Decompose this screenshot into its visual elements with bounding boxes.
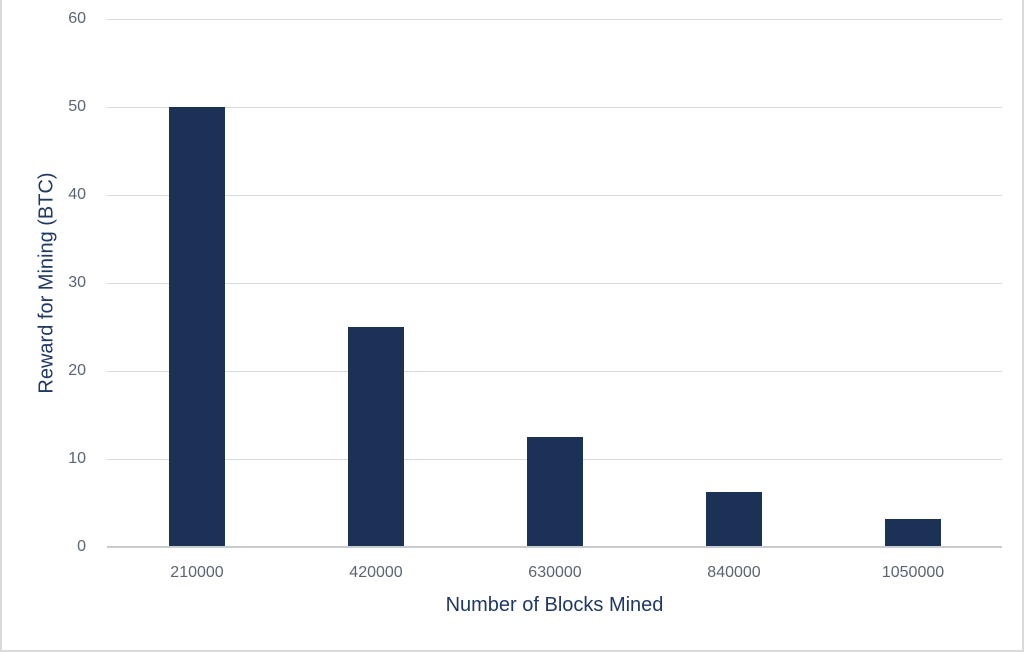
- y-tick-label-50: 50: [68, 98, 86, 115]
- y-tick-label-20: 20: [68, 362, 86, 379]
- bar-1050000: [885, 519, 941, 547]
- y-tick-label-30: 30: [68, 274, 86, 291]
- gridline-y-40: [107, 195, 1002, 196]
- plot-area: [107, 19, 1002, 547]
- gridline-y-30: [107, 283, 1002, 284]
- x-tick-label-1050000: 1050000: [881, 564, 945, 581]
- y-tick-label-40: 40: [68, 186, 86, 203]
- y-tick-label-10: 10: [68, 450, 86, 467]
- gridline-y-20: [107, 371, 1002, 372]
- bar-210000: [169, 107, 225, 547]
- x-tick-label-840000: 840000: [707, 564, 761, 581]
- x-axis-line: [107, 546, 1002, 548]
- y-axis-title: Reward for Mining (BTC): [35, 172, 58, 394]
- gridline-y-50: [107, 107, 1002, 108]
- y-tick-label-0: 0: [77, 538, 86, 555]
- x-tick-label-420000: 420000: [349, 564, 403, 581]
- bar-630000: [527, 437, 583, 547]
- x-tick-label-210000: 210000: [170, 564, 224, 581]
- bar-420000: [348, 327, 404, 547]
- x-axis-title: Number of Blocks Mined: [445, 594, 664, 616]
- gridline-y-60: [107, 19, 1002, 20]
- x-tick-label-630000: 630000: [528, 564, 582, 581]
- bar-840000: [706, 492, 762, 547]
- y-tick-label-60: 60: [68, 10, 86, 27]
